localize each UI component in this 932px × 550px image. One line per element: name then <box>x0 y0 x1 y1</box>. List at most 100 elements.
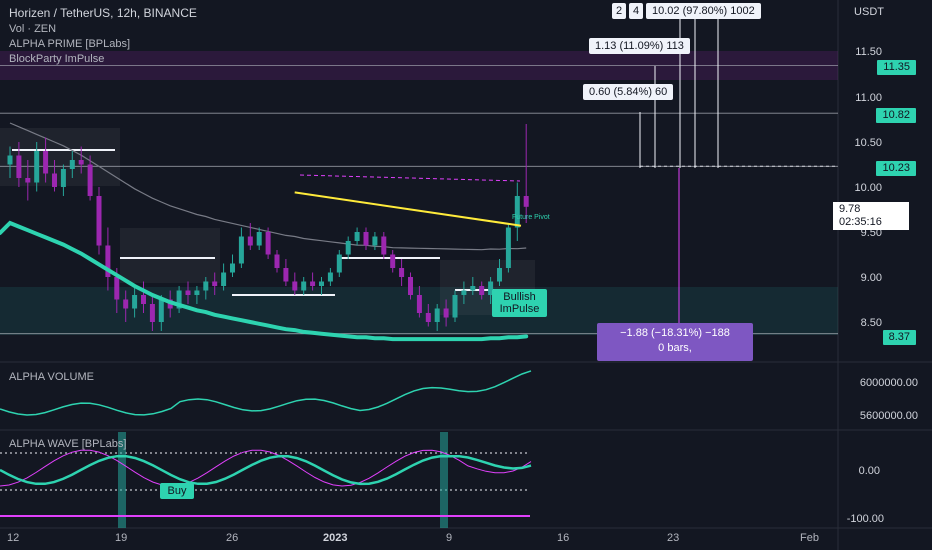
time-tick: 12 <box>7 532 20 544</box>
buy-label: Buy <box>160 483 194 499</box>
candle-body <box>25 178 31 183</box>
range-box <box>120 228 220 283</box>
candle-body <box>390 254 396 268</box>
wave-signal-bar <box>440 432 448 528</box>
measure-box[interactable]: 1.13 (11.09%) 113 <box>589 38 690 54</box>
measure-box[interactable]: 0.60 (5.84%) 60 <box>583 84 674 100</box>
candle-body <box>256 232 262 246</box>
candle-body <box>194 290 200 295</box>
time-tick: 16 <box>557 532 570 544</box>
candle-body <box>381 236 387 255</box>
volume-line <box>0 370 532 416</box>
candle-body <box>470 286 476 291</box>
price-tick: 11.00 <box>855 92 882 104</box>
level-tag: 11.35 <box>877 60 916 75</box>
candle-body <box>69 160 75 169</box>
indicator-volume-label[interactable]: Vol · ZEN <box>9 23 57 35</box>
candle-body <box>416 295 422 313</box>
price-tick: 9.50 <box>860 227 882 239</box>
candle-body <box>283 268 289 282</box>
candle-body <box>176 290 182 309</box>
candle-body <box>87 164 93 196</box>
indicator-impulse-label[interactable]: BlockParty ImPulse <box>9 53 105 65</box>
measure-bars: 0 bars, <box>658 342 692 354</box>
candle-body <box>345 241 351 255</box>
candle-body <box>452 295 458 318</box>
pivot-dashed <box>299 174 521 182</box>
candle-body <box>7 155 13 165</box>
candle-body <box>505 227 511 268</box>
level-tag: 10.23 <box>876 161 916 176</box>
candle-body <box>514 196 520 228</box>
candle-body <box>399 268 405 277</box>
candle-body <box>434 308 440 322</box>
trend-line <box>294 191 522 227</box>
wave-signal-bar <box>118 432 126 528</box>
candle-body <box>123 299 129 309</box>
candle-body <box>60 169 66 187</box>
time-tick: Feb <box>800 532 819 544</box>
bar-countdown: 02:35:16 <box>839 216 882 228</box>
volume-pane-title[interactable]: ALPHA VOLUME <box>9 371 94 383</box>
candle-body <box>408 277 413 295</box>
candle-body <box>132 295 138 309</box>
wave-tick: -100.00 <box>846 513 884 525</box>
candle-body <box>292 281 298 291</box>
candle-body <box>212 281 218 286</box>
time-tick: 26 <box>226 532 239 544</box>
candle-body <box>43 151 49 174</box>
candle-body <box>327 272 333 282</box>
candle-body <box>247 236 253 246</box>
candle-body <box>523 196 529 207</box>
wave-pane-title[interactable]: ALPHA WAVE [BPLabs] <box>9 438 127 450</box>
candle-body <box>230 263 235 273</box>
time-tick: 2023 <box>323 532 348 544</box>
measure-box[interactable]: 10.02 (97.80%) 1002 <box>646 3 761 19</box>
level-tag: 10.82 <box>876 108 916 123</box>
candle-body <box>461 290 467 295</box>
candle-body <box>149 304 155 322</box>
candle-body <box>319 281 324 286</box>
chart-title: Horizen / TetherUS, 12h, BINANCE <box>9 6 197 20</box>
time-tick: 23 <box>667 532 680 544</box>
candle-body <box>185 290 191 295</box>
last-price: 9.78 <box>839 203 861 215</box>
volume-tick: 6000000.00 <box>859 377 918 389</box>
candle-body <box>425 313 431 322</box>
last-price-tag: 9.78 02:35:16 <box>833 202 909 230</box>
time-tick: 19 <box>115 532 128 544</box>
wave-tick: 0.00 <box>858 465 880 477</box>
volume-tick: 5600000.00 <box>859 410 918 422</box>
price-tick: 11.50 <box>855 46 882 58</box>
candle-body <box>265 232 271 255</box>
candle-body <box>443 308 449 318</box>
level-tag: 8.37 <box>882 330 916 345</box>
candle-body <box>497 268 502 282</box>
currency-label: USDT <box>854 6 884 18</box>
candle-body <box>52 173 57 187</box>
candle-body <box>301 281 307 291</box>
candle-body <box>78 160 84 165</box>
candle-body <box>336 254 342 273</box>
time-tick: 9 <box>446 532 453 544</box>
future-pivot-label: Future Pivot <box>512 214 550 221</box>
measure-box[interactable]: 2 <box>612 3 627 19</box>
candle-body <box>372 236 378 246</box>
candle-body <box>221 272 227 286</box>
measure-box-negative[interactable]: −1.88 (−18.31%) −188 0 bars, <box>597 323 753 361</box>
price-tick: 10.50 <box>854 137 882 149</box>
price-tick: 9.00 <box>860 272 882 284</box>
price-tick: 10.00 <box>854 182 882 194</box>
candle-body <box>34 151 40 183</box>
candle-body <box>238 236 244 264</box>
indicator-alpha-prime-label[interactable]: ALPHA PRIME [BPLabs] <box>9 38 131 50</box>
measure-change: −1.88 (−18.31%) −188 <box>620 327 730 339</box>
candle-body <box>274 254 280 268</box>
candle-body <box>141 295 146 304</box>
candle-body <box>16 155 22 178</box>
candle-body <box>203 281 209 291</box>
wave-main-line <box>0 454 532 486</box>
measure-box[interactable]: 4 <box>629 3 644 19</box>
candle-body <box>105 245 111 277</box>
